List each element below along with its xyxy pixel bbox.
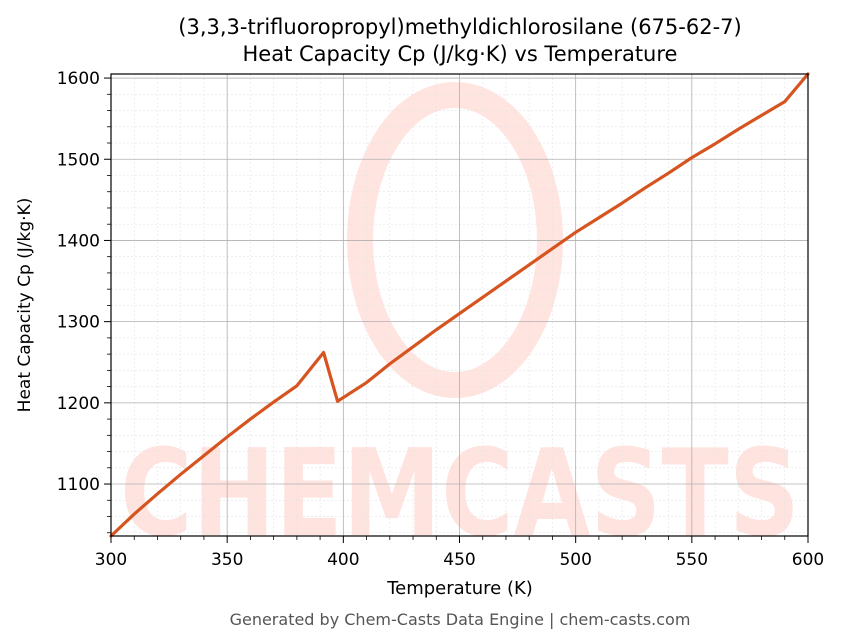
- x-tick-label: 300: [95, 550, 127, 570]
- x-tick-label: 500: [559, 550, 591, 570]
- series-layer: [109, 72, 810, 538]
- y-tick-label: 1200: [57, 394, 100, 414]
- watermark-logo-ring: [347, 82, 563, 398]
- x-tick-label: 400: [327, 550, 359, 570]
- y-tick-label: 1100: [57, 475, 100, 495]
- watermark-text: CHEMCASTS: [120, 425, 800, 564]
- y-tick-labels: 1100 1200 1300 1400 1500 1600: [57, 69, 100, 495]
- x-tick-label: 450: [443, 550, 475, 570]
- y-tick-label: 1400: [57, 231, 100, 251]
- chart-title-line2: Heat Capacity Cp (J/kg·K) vs Temperature: [243, 42, 678, 66]
- series-line: [109, 72, 810, 538]
- x-tick-labels: 300 350 400 450 500 550 600: [95, 550, 824, 570]
- tick-marks: [104, 77, 809, 543]
- chart-title-line1: (3,3,3-trifluoropropyl)methyldichlorosil…: [178, 15, 741, 39]
- y-tick-label: 1600: [57, 69, 100, 89]
- y-tick-label: 1300: [57, 313, 100, 333]
- y-tick-label: 1500: [57, 150, 100, 170]
- x-tick-label: 350: [211, 550, 243, 570]
- x-tick-label: 550: [676, 550, 708, 570]
- x-tick-label: 600: [792, 550, 824, 570]
- footer-credit: Generated by Chem-Casts Data Engine | ch…: [230, 610, 691, 629]
- y-axis-label: Heat Capacity Cp (J/kg·K): [15, 198, 35, 413]
- x-axis-label: Temperature (K): [386, 578, 533, 599]
